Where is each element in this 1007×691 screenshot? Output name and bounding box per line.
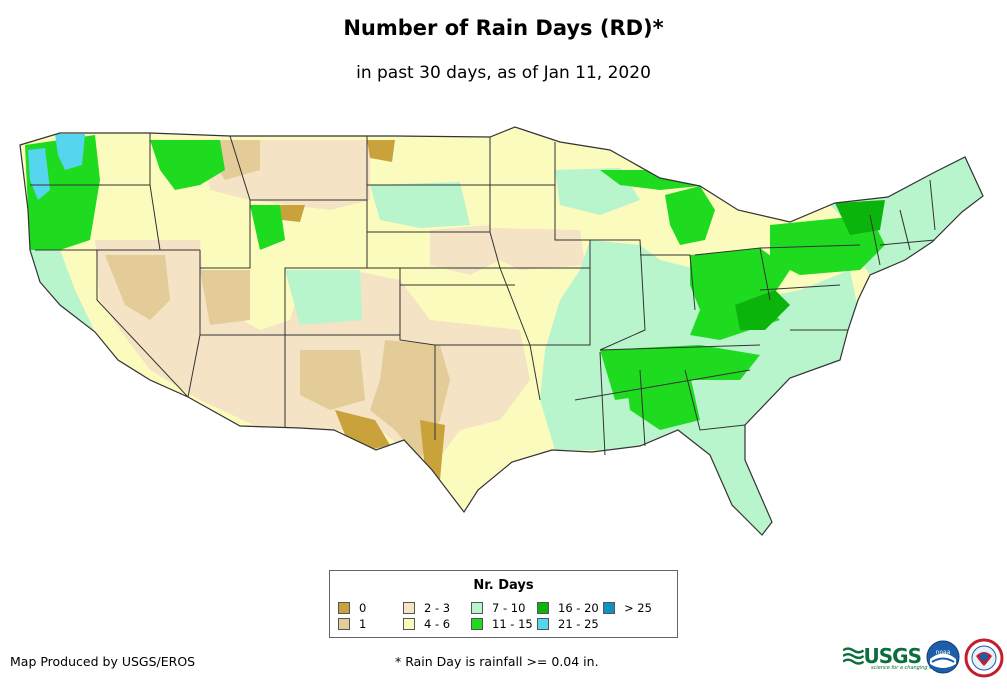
region-11-15-wyoming bbox=[250, 205, 285, 250]
legend-label: > 25 bbox=[624, 601, 652, 615]
region-11-15-michigan bbox=[665, 186, 715, 245]
legend-item-over-25: > 25 bbox=[603, 601, 652, 615]
legend-item-11-15: 11 - 15 bbox=[471, 617, 533, 631]
legend-swatch bbox=[471, 602, 483, 614]
legend-swatch bbox=[338, 618, 350, 630]
map-title: Number of Rain Days (RD)* bbox=[343, 16, 664, 40]
region-21-25-cascades bbox=[55, 134, 85, 170]
legend-swatch bbox=[338, 602, 350, 614]
legend-item-0: 0 bbox=[338, 601, 366, 615]
legend-swatch bbox=[537, 602, 549, 614]
legend-label: 21 - 25 bbox=[558, 617, 599, 631]
region-11-15-alabama bbox=[625, 370, 700, 430]
noaa-logo-text: noaa bbox=[936, 649, 951, 656]
legend-label: 7 - 10 bbox=[492, 601, 526, 615]
legend-swatch bbox=[403, 602, 415, 614]
region-1-utah bbox=[200, 270, 250, 325]
legend-item-1: 1 bbox=[338, 617, 366, 631]
region-7-10-westcoast bbox=[28, 250, 95, 332]
region-1-nevada bbox=[105, 255, 170, 320]
legend: Nr. Days 0 1 2 - 3 4 - 6 7 - 10 11 - 15 … bbox=[329, 570, 678, 638]
region-0-westtexas bbox=[335, 410, 390, 450]
legend-item-7-10: 7 - 10 bbox=[471, 601, 525, 615]
legend-item-4-6: 4 - 6 bbox=[403, 617, 450, 631]
region-0-wyoming bbox=[280, 205, 305, 222]
legend-swatch bbox=[403, 618, 415, 630]
legend-item-2-3: 2 - 3 bbox=[403, 601, 450, 615]
usgs-wave-icon bbox=[843, 647, 864, 665]
map-subtitle: in past 30 days, as of Jan 11, 2020 bbox=[356, 63, 651, 83]
legend-label: 0 bbox=[359, 601, 367, 615]
region-11-15-idaho bbox=[150, 140, 225, 190]
region-1-newmexico bbox=[300, 350, 365, 410]
legend-swatch bbox=[471, 618, 483, 630]
map-credit: Map Produced by USGS/EROS bbox=[10, 654, 196, 669]
legend-title: Nr. Days bbox=[473, 578, 534, 593]
legend-item-16-20: 16 - 20 bbox=[537, 601, 599, 615]
legend-swatch bbox=[603, 602, 615, 614]
legend-label: 2 - 3 bbox=[424, 601, 451, 615]
legend-label: 4 - 6 bbox=[424, 617, 451, 631]
usgs-logo-text: USGS bbox=[863, 644, 922, 668]
usgs-tagline: science for a changing world bbox=[871, 665, 943, 671]
state-boundaries bbox=[19, 126, 984, 536]
legend-item-21-25: 21 - 25 bbox=[537, 617, 599, 631]
region-16-20-appalachia bbox=[735, 290, 790, 330]
region-0-northdakota bbox=[367, 140, 395, 162]
region-2-3-iowa bbox=[490, 228, 585, 270]
nws-logo bbox=[964, 638, 1004, 678]
legend-swatch bbox=[537, 618, 549, 630]
usgs-logo: USGS science for a changing world bbox=[843, 641, 943, 671]
legend-label: 1 bbox=[359, 617, 367, 631]
us-rain-days-map bbox=[19, 126, 984, 536]
rain-day-footnote: * Rain Day is rainfall >= 0.04 in. bbox=[395, 654, 599, 669]
legend-label: 16 - 20 bbox=[558, 601, 599, 615]
region-21-25-washington bbox=[28, 148, 50, 200]
legend-label: 11 - 15 bbox=[492, 617, 533, 631]
noaa-logo: noaa bbox=[926, 640, 960, 674]
region-7-10-dakotas bbox=[370, 182, 470, 228]
region-7-10-colorado bbox=[285, 270, 362, 325]
region-2-3-nebraska bbox=[430, 225, 500, 275]
